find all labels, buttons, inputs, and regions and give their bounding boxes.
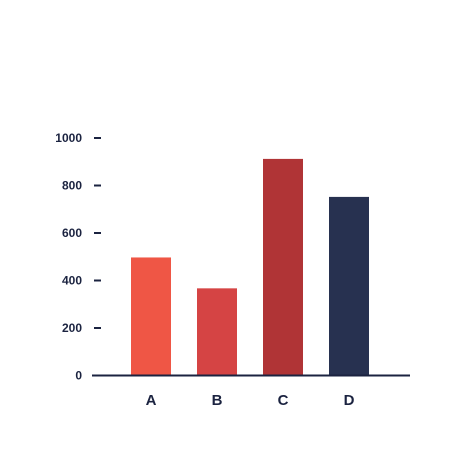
y-tick-label: 0 <box>75 369 82 383</box>
y-tick-label: 800 <box>62 179 82 193</box>
x-tick-label: B <box>212 392 223 409</box>
y-axis: 0 200 400 600 800 1000 <box>55 131 101 383</box>
y-tick-label: 600 <box>62 226 82 240</box>
y-tick-label: 400 <box>62 274 82 288</box>
bar-a <box>131 257 171 376</box>
bar-b <box>197 288 237 376</box>
y-tick-label: 1000 <box>55 131 82 145</box>
x-tick-label: C <box>278 392 289 409</box>
bar-d <box>329 196 369 376</box>
bar-c <box>263 158 303 376</box>
x-tick-label: D <box>344 392 355 409</box>
y-tick-label: 200 <box>62 321 82 335</box>
x-tick-label: A <box>146 392 157 409</box>
x-axis: A B C D <box>146 392 355 409</box>
bar-group <box>131 158 369 376</box>
